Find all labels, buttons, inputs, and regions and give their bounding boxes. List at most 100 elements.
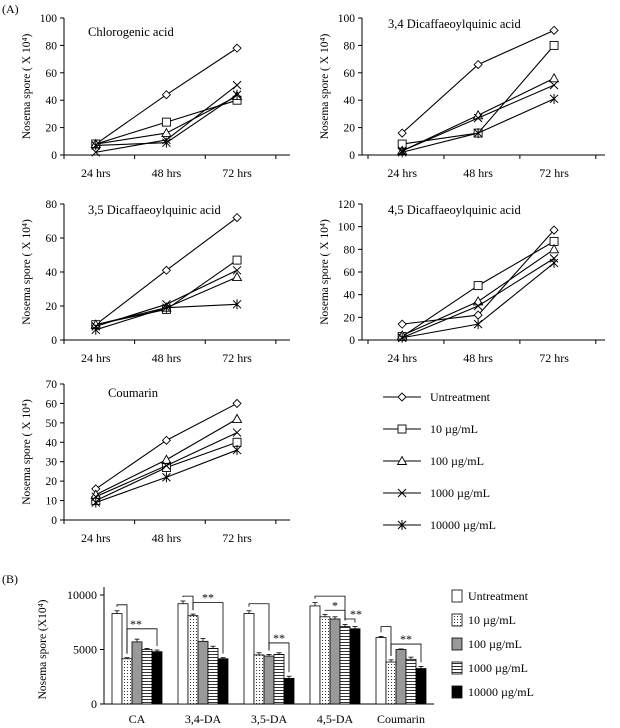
y-tick-label: 30 [46,457,58,469]
data-point [397,128,407,138]
data-point [473,59,483,70]
significance-bracket: * [324,598,346,621]
panel-a-label: (A) [2,2,19,16]
series-line-3 [95,276,238,326]
legend-b-item: 100 µg/mL [451,637,522,651]
data-point [232,80,242,90]
bar [309,605,321,705]
legend-a-item: 100 µg/mL [383,454,484,468]
data-point [91,324,101,335]
y-tick-label: 50 [46,418,58,430]
data-point [549,40,559,50]
significance-label: ** [400,632,412,646]
data-point [549,225,559,235]
y-tick-label: 20 [46,123,58,135]
legend-panel-b: Untreatment 10 µg/mL 100 µg/mL 1000 µg/mL 10… [451,589,534,699]
data-point [161,127,172,138]
bar [207,648,219,705]
data-point [231,271,243,282]
y-tick-label: 40 [344,290,356,302]
x-tick-label: 48 hrs [152,166,182,180]
bar-y-tick-label: 10000 [67,588,97,602]
significance-bracket: ** [344,607,362,623]
data-point [397,332,407,343]
significance-bracket: ** [192,591,224,654]
bar [187,615,199,705]
legend-a-item: 10 µg/mL [383,422,478,436]
bracket-line [248,603,270,651]
y-tick-label: 20 [344,123,356,135]
data-point [232,89,242,100]
data-point [161,265,172,275]
bar [243,613,255,705]
bar-chart-group: 0 5000 10000 Nosema spore (X10⁴) CA 3,4-DA 3,5… [37,587,434,726]
significance-bracket [380,626,392,656]
y-tick-label: 100 [338,222,356,234]
legend-b-item: 10000 µg/mL [451,685,534,699]
chart-title: 3,5 Dicaffaeoylquinic acid [88,203,221,217]
chart-title: Chlorogenic acid [88,25,174,39]
data-point [473,310,483,320]
bar-x-tick-label: Coumarin [377,712,425,726]
y-tick-label: 120 [338,199,356,211]
legend-panel-a: Untreatment 10 µg/mL 100 µg/mL 1000 µg/mL 10… [383,390,496,532]
data-point [232,43,242,53]
significance-label: ** [273,631,285,645]
x-tick-label: 72 hrs [222,531,252,545]
data-point [91,147,101,157]
legend-b-item: 1000 µg/mL [451,661,528,675]
data-point [232,299,242,310]
bar [273,654,285,705]
bar [121,658,133,705]
legend-swatch [451,661,463,675]
data-point [232,212,242,223]
x-tick-label: 24 hrs [81,166,111,180]
legend-label: Untreatment [430,390,491,404]
data-point [549,25,559,35]
legend-marker [396,455,408,465]
data-point [473,113,483,123]
significance-bracket [248,603,270,651]
data-point [232,428,242,437]
bar [283,677,295,705]
series-line-5 [402,98,555,153]
legend-label: 10000 µg/mL [430,518,496,532]
x-tick-label: 72 hrs [222,351,252,365]
data-point [162,461,171,470]
legend-label: 10 µg/mL [430,422,478,436]
data-point [232,445,242,456]
y-tick-label: 0 [349,335,355,347]
data-point [548,243,560,254]
data-point [473,319,483,330]
data-point [162,137,171,148]
data-point [232,265,242,275]
y-axis-label: Nosema spore ( X 10⁴) [21,34,33,140]
significance-label: * [332,598,338,612]
bar [111,613,123,705]
data-point [473,301,483,311]
x-tick-label: 48 hrs [152,531,182,545]
y-tick-label: 80 [46,199,58,211]
x-tick-label: 24 hrs [81,351,111,365]
bar [217,658,229,705]
bar [349,628,361,705]
data-point [549,257,559,268]
bracket-line [192,602,224,654]
y-tick-label: 0 [349,150,355,162]
series-line-1 [402,229,555,325]
y-axis-label: Nosema spore ( X 10⁴) [319,219,331,325]
y-tick-label: 0 [51,515,57,527]
data-point [91,140,101,151]
data-point [232,255,242,265]
bracket-line [380,626,392,656]
legend-label: 10 µg/mL [468,613,516,627]
data-point [161,454,172,464]
data-point [91,497,101,508]
bracket-line [324,609,346,621]
x-tick-label: 48 hrs [463,166,493,180]
bar [141,649,153,705]
y-tick-label: 80 [344,244,356,256]
data-point [397,319,407,329]
legend-a-item: 10000 µg/mL [383,518,496,532]
bracket-line [344,618,356,623]
